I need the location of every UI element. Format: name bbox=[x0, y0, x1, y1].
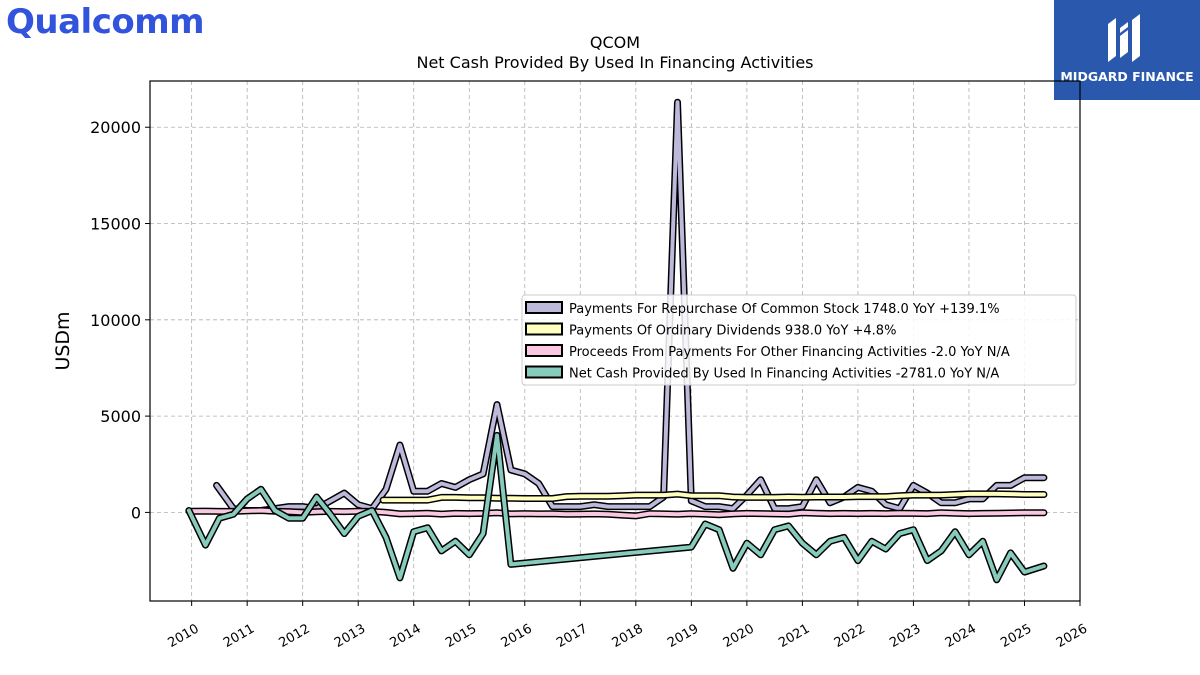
series-line-1 bbox=[381, 491, 1046, 503]
x-tick-label: 2011 bbox=[221, 621, 257, 651]
midgard-logo-icon bbox=[1054, 0, 1200, 100]
y-tick-label: 20000 bbox=[90, 118, 141, 137]
legend-entry: Payments For Repurchase Of Common Stock … bbox=[569, 302, 1000, 317]
y-tick-label: 10000 bbox=[90, 311, 141, 330]
legend-swatch bbox=[525, 301, 563, 314]
legend-swatch bbox=[525, 344, 563, 357]
series-line-0 bbox=[214, 100, 1046, 513]
chart-subtitle: Net Cash Provided By Used In Financing A… bbox=[416, 53, 813, 72]
x-tick-label: 2023 bbox=[887, 621, 923, 651]
series-line-3 bbox=[186, 433, 1046, 582]
qualcomm-logo: Qualcomm bbox=[6, 2, 205, 42]
legend-entry: Proceeds From Payments For Other Financi… bbox=[569, 345, 1010, 360]
legend-entry: Payments Of Ordinary Dividends 938.0 YoY… bbox=[569, 324, 896, 339]
y-tick-label: 15000 bbox=[90, 215, 141, 234]
x-tick-label: 2013 bbox=[332, 621, 368, 651]
legend-swatch bbox=[525, 365, 563, 379]
series-line-2 bbox=[186, 508, 1046, 518]
plot-frame bbox=[149, 80, 1081, 602]
series-lines bbox=[185, 98, 1048, 584]
chart-title: QCOM bbox=[590, 33, 640, 52]
legend-swatch bbox=[525, 322, 563, 336]
y-tick-label: 5000 bbox=[100, 407, 141, 426]
x-tick-label: 2021 bbox=[776, 621, 812, 651]
x-tick-label: 2018 bbox=[610, 621, 646, 651]
x-tick-label: 2020 bbox=[721, 621, 757, 651]
midgard-finance-badge: MIDGARD FINANCE bbox=[1054, 0, 1200, 100]
x-tick-label: 2017 bbox=[554, 621, 590, 651]
x-tick-label: 2024 bbox=[943, 621, 979, 651]
y-tick-label: 0 bbox=[131, 503, 141, 522]
legend-box bbox=[521, 294, 1077, 386]
legend-entry: Net Cash Provided By Used In Financing A… bbox=[569, 367, 999, 382]
x-tick-label: 2010 bbox=[165, 621, 201, 651]
x-tick-label: 2014 bbox=[388, 621, 424, 651]
badge-text: MIDGARD FINANCE bbox=[1060, 69, 1194, 84]
x-tick-label: 2012 bbox=[277, 621, 313, 651]
x-tick-label: 2025 bbox=[998, 621, 1034, 651]
legend: Payments For Repurchase Of Common Stock … bbox=[521, 294, 1077, 386]
x-tick-label: 2026 bbox=[1054, 621, 1090, 651]
y-axis-label: USDm bbox=[52, 311, 74, 370]
x-tick-label: 2019 bbox=[665, 621, 701, 651]
x-tick-label: 2022 bbox=[832, 621, 868, 651]
x-tick-label: 2015 bbox=[443, 621, 479, 651]
x-tick-label: 2016 bbox=[499, 621, 535, 651]
